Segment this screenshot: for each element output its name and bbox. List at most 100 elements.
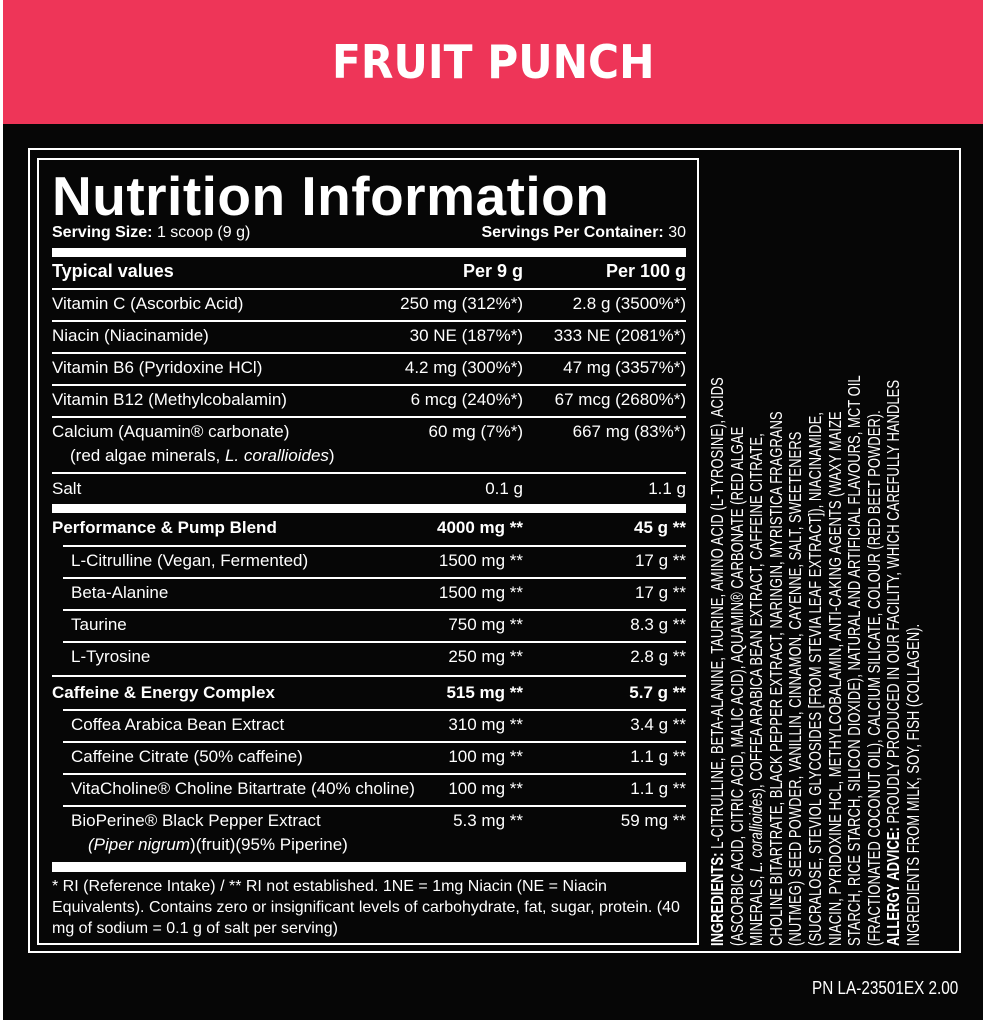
per-serving-value: 750 mg ** <box>448 615 523 634</box>
sublabel-part: L. corallioides <box>224 446 329 465</box>
nutrient-label: L-Citrulline (Vegan, Fermented) <box>71 551 309 570</box>
column-header-per-serving: Per 9 g <box>462 261 523 281</box>
row-divider <box>63 641 686 643</box>
nutrient-label: Niacin (Niacinamide) <box>52 326 209 345</box>
nutrient-sublabel: (Piper nigrum)(fruit)(95% Piperine) <box>88 835 348 855</box>
per-serving-value: 515 mg ** <box>446 683 523 702</box>
ingredients-line: INGREDIENTS FROM MILK, SOY, FISH (COLLAG… <box>903 164 924 946</box>
ingredients-line: (NUTMEG) SEED POWDER, VANILLIN, CINNAMON… <box>785 164 806 946</box>
ingredients-line: STARCH, RICE STARCH, SILICON DIOXIDE), N… <box>844 164 865 947</box>
nutrient-label: Beta-Alanine <box>71 583 169 602</box>
per-serving-value: 30 NE (187%*) <box>409 326 523 345</box>
nutrient-label: Taurine <box>71 615 127 634</box>
per-100g-value: 2.8 g ** <box>630 647 686 666</box>
ingredients-heading: INGREDIENTS: <box>707 852 727 946</box>
nutrient-label: Caffeine & Energy Complex <box>52 683 275 702</box>
ingredients-heading: ALLERGY ADVICE: <box>883 827 904 946</box>
product-number: PN LA-23501EX 2.00 <box>812 978 959 998</box>
sublabel-part: ) <box>328 446 335 465</box>
per-serving-value: 250 mg ** <box>448 647 523 666</box>
per-100g-value: 59 mg ** <box>620 811 686 830</box>
row-divider <box>52 352 686 354</box>
nutrition-panel-border <box>37 158 699 945</box>
ingredients-text: (SUCRALOSE, STEVIOL GLYCOSIDES [FROM STE… <box>804 412 825 946</box>
per-100g-value: 3.4 g ** <box>630 715 686 734</box>
per-100g-value: 17 g ** <box>634 551 686 570</box>
ingredients-text: (NUTMEG) SEED POWDER, VANILLIN, CINNAMON… <box>785 431 806 946</box>
nutrient-label: Caffeine Citrate (50% caffeine) <box>71 747 303 766</box>
nutrient-label: L-Tyrosine <box>71 647 151 666</box>
ingredients-panel: INGREDIENTS: L-CITRULLINE, BETA-ALANINE,… <box>707 164 948 947</box>
per-serving-value: 100 mg ** <box>448 779 523 798</box>
nutrient-label: Performance & Pump Blend <box>52 518 277 537</box>
nutrition-title: Nutrition Information <box>52 165 610 227</box>
nutrient-label: Vitamin B12 (Methylcobalamin) <box>52 390 287 409</box>
per-serving-value: 250 mg (312%*) <box>400 294 523 313</box>
row-divider <box>52 320 686 322</box>
per-serving-value: 5.3 mg ** <box>453 811 523 830</box>
column-header-per-100: Per 100 g <box>605 261 686 281</box>
servings-per-container: Servings Per Container: 30 <box>481 224 686 242</box>
ingredients-text: NIACIN, PYRIDOXINE HCL, METHYLCOBALAMIN,… <box>824 411 845 946</box>
per-100g-value: 333 NE (2081%*) <box>553 326 686 345</box>
ingredients-line: (SUCRALOSE, STEVIOL GLYCOSIDES [FROM STE… <box>804 164 826 946</box>
per-serving-value: 4000 mg ** <box>437 518 523 537</box>
row-divider <box>52 384 686 386</box>
per-100g-value: 667 mg (83%*) <box>572 422 686 441</box>
per-100g-value: 1.1 g ** <box>630 779 686 798</box>
sublabel-part: (red algae minerals, <box>70 446 225 465</box>
nutrient-label: Coffea Arabica Bean Extract <box>71 715 285 734</box>
ingredients-text: ), COFFEA ARABICA BEAN EXTRACT, CAFFEINE… <box>746 433 767 793</box>
nutrient-label: Vitamin B6 (Pyridoxine HCl) <box>52 358 263 377</box>
row-divider <box>52 675 686 677</box>
ingredients-line: NIACIN, PYRIDOXINE HCL, METHYLCOBALAMIN,… <box>824 164 846 946</box>
row-divider <box>63 609 686 611</box>
nutrient-label: VitaCholine® Choline Bitartrate (40% cho… <box>71 779 415 798</box>
per-100g-value: 8.3 g ** <box>630 615 686 634</box>
nutrient-label: Salt <box>52 479 82 498</box>
sublabel-part: (Piper nigrum <box>88 835 191 854</box>
nutrient-label: Vitamin C (Ascorbic Acid) <box>52 294 244 313</box>
per-100g-value: 1.1 g ** <box>630 747 686 766</box>
ingredients-line: CHOLINE BITARTRATE, BLACK PEPPER EXTRACT… <box>765 164 787 946</box>
per-100g-value: 2.8 g (3500%*) <box>572 294 686 313</box>
per-100g-value: 47 mg (3357%*) <box>563 358 686 377</box>
row-divider <box>63 805 686 807</box>
ingredients-text: L. corallioides <box>746 792 767 873</box>
row-divider <box>52 288 686 290</box>
per-serving-value: 4.2 mg (300%*) <box>404 358 523 377</box>
per-100g-value: 17 g ** <box>634 583 686 602</box>
row-divider <box>63 709 686 711</box>
ingredients-text: CHOLINE BITARTRATE, BLACK PEPPER EXTRACT… <box>765 411 786 946</box>
ingredients-text: STARCH, RICE STARCH, SILICON DIOXIDE), N… <box>844 375 865 947</box>
ingredients-text: L-CITRULLINE, BETA-ALANINE, TAURINE, AMI… <box>707 377 727 853</box>
sublabel-part: )(fruit)(95% Piperine) <box>190 835 348 854</box>
per-100g-value: 5.7 g ** <box>629 683 686 702</box>
per-serving-value: 60 mg (7%*) <box>428 422 523 441</box>
footnote: * RI (Reference Intake) / ** RI not esta… <box>52 878 680 937</box>
divider-thick <box>52 862 686 872</box>
serving-size-label: Serving Size: <box>52 224 153 241</box>
per-serving-value: 310 mg ** <box>448 715 523 734</box>
ingredients-line: ALLERGY ADVICE: PROUDLY PRODUCED IN OUR … <box>883 164 904 946</box>
ingredients-text: MINERALS, <box>746 872 767 946</box>
ingredients-text: (FRACTIONATED COCONUT OIL), CALCIUM SILI… <box>863 410 884 946</box>
per-100g-value: 67 mcg (2680%*) <box>554 390 686 409</box>
servings-value: 30 <box>668 224 686 241</box>
row-divider <box>63 577 686 579</box>
row-divider <box>52 472 686 474</box>
row-divider <box>63 773 686 775</box>
flavor-title: FRUIT PUNCH <box>331 35 655 89</box>
ingredients-line: MINERALS, L. corallioides), COFFEA ARABI… <box>746 164 767 946</box>
nutrient-sublabel: (red algae minerals, L. corallioides) <box>70 446 335 466</box>
per-serving-value: 100 mg ** <box>448 747 523 766</box>
ingredients-line: INGREDIENTS: L-CITRULLINE, BETA-ALANINE,… <box>707 164 728 946</box>
per-serving-value: 6 mcg (240%*) <box>410 390 523 409</box>
ingredients-text: (ASCORBIC ACID, CITRIC ACID, MALIC ACID)… <box>726 426 747 946</box>
row-divider <box>63 741 686 743</box>
row-divider <box>52 416 686 418</box>
column-header-label: Typical values <box>52 261 174 281</box>
servings-label: Servings Per Container: <box>481 224 664 241</box>
per-100g-value: 1.1 g <box>648 479 686 498</box>
flavor-banner: FRUIT PUNCH <box>3 0 983 124</box>
